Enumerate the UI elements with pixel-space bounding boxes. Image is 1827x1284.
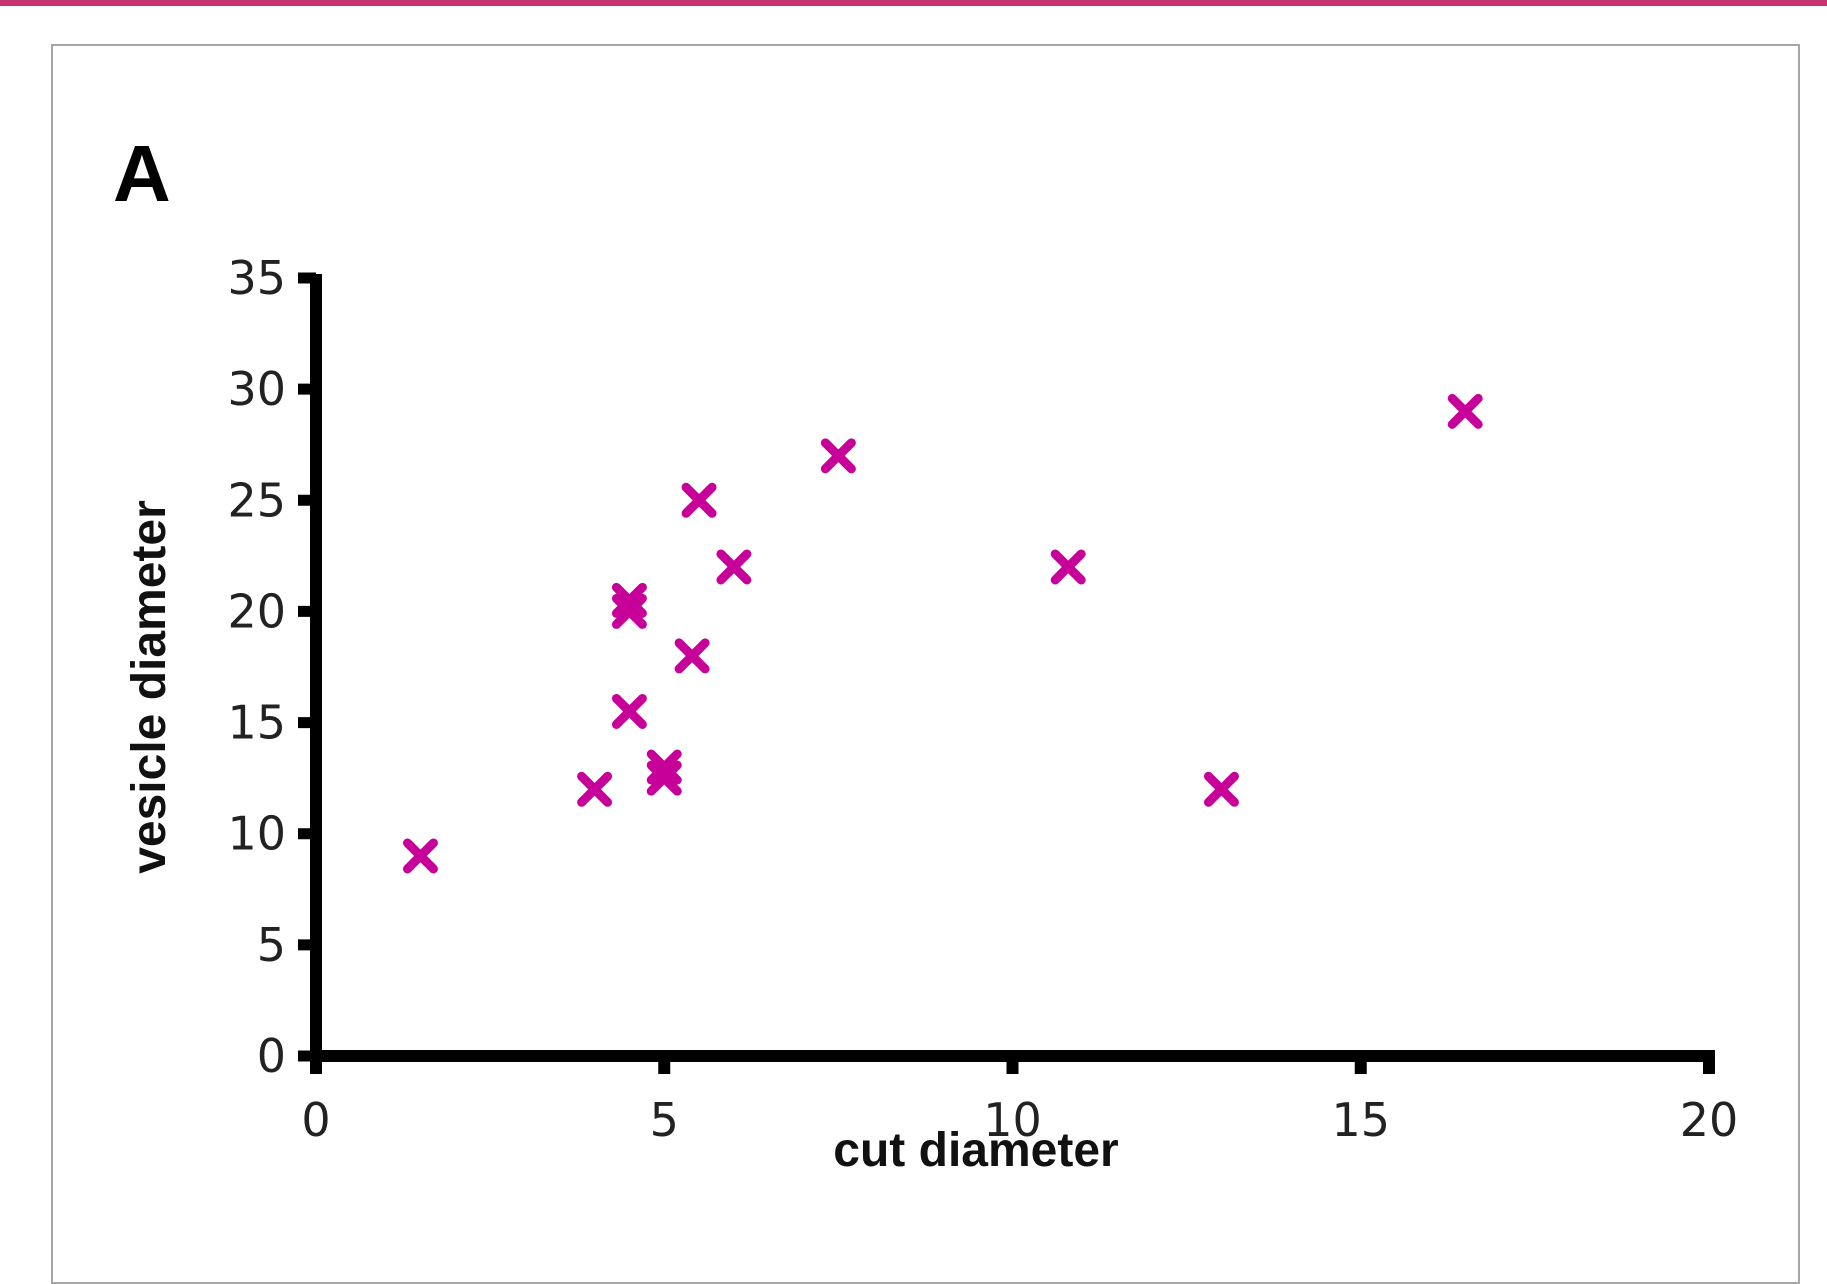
- x-tick-label: 5: [650, 1093, 679, 1147]
- data-points: [402, 393, 1483, 874]
- data-point: [402, 838, 438, 874]
- data-point: [1050, 549, 1086, 585]
- data-point: [674, 638, 710, 674]
- y-tick-label: 20: [227, 584, 286, 638]
- y-tick-label: 0: [257, 1029, 286, 1083]
- panel-label: A: [113, 129, 171, 218]
- data-point: [820, 438, 856, 474]
- scatter-chart: A 0 5 10 15 20 0 5 10 15 20 25 30 35 cut diameter v…: [113, 129, 1738, 1177]
- x-tick-label: 20: [1680, 1093, 1739, 1147]
- x-tick-label: 0: [301, 1093, 330, 1147]
- top-accent-rule: [0, 0, 1827, 6]
- data-point: [681, 482, 717, 518]
- data-point: [646, 749, 682, 785]
- data-point: [716, 549, 752, 585]
- x-tick-label: 10: [983, 1093, 1042, 1147]
- x-tick-labels: 0 5 10 15 20: [301, 1093, 1738, 1147]
- data-point: [577, 771, 613, 807]
- data-point: [611, 582, 647, 618]
- y-tick-labels: 0 5 10 15 20 25 30 35: [227, 251, 286, 1083]
- y-tick-label: 5: [257, 918, 286, 972]
- chart-frame: A 0 5 10 15 20 0 5 10 15 20 25 30 35 cut diameter v…: [51, 44, 1800, 1284]
- x-axis-title: cut diameter: [833, 1124, 1118, 1177]
- y-tick-label: 35: [227, 251, 286, 305]
- y-tick-label: 30: [227, 362, 286, 416]
- data-point: [1447, 393, 1483, 429]
- y-tick-label: 25: [227, 473, 286, 527]
- y-tick-label: 15: [227, 696, 286, 750]
- x-tick-label: 15: [1331, 1093, 1390, 1147]
- y-tick-label: 10: [227, 807, 286, 861]
- data-point: [1203, 771, 1239, 807]
- y-axis-title: vesicle diameter: [123, 500, 176, 874]
- data-point: [611, 693, 647, 729]
